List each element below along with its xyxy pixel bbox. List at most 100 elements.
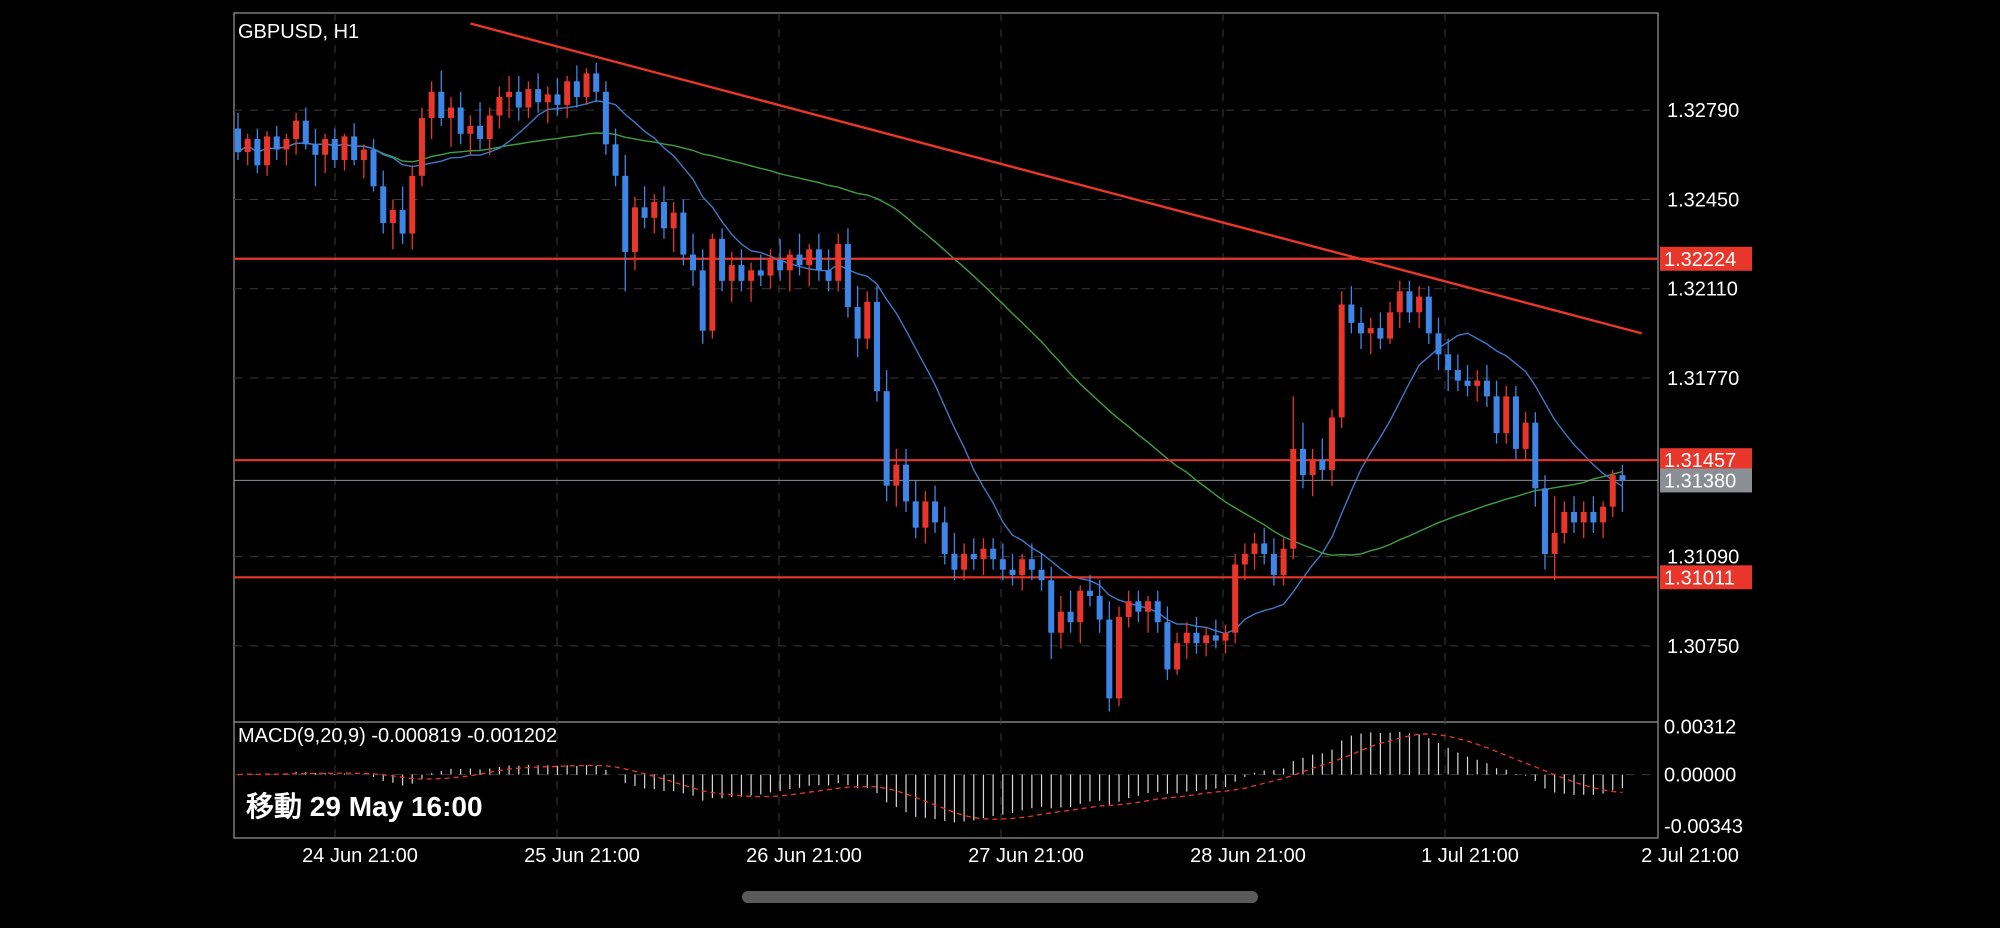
candle-body	[1309, 459, 1316, 476]
candle	[583, 68, 590, 105]
candle-body	[970, 553, 977, 560]
candle-body	[912, 501, 919, 528]
candle-body	[612, 144, 619, 176]
candle	[1183, 622, 1190, 659]
macd-tick-label: 0.00312	[1664, 716, 1736, 738]
candle	[1319, 438, 1326, 481]
candle	[399, 186, 406, 245]
x-tick-label: 27 Jun 21:00	[968, 845, 1084, 867]
candle	[1193, 616, 1200, 654]
symbol-label: GBPUSD, H1	[238, 21, 359, 43]
level-price-tag-text: 1.31457	[1664, 450, 1736, 472]
candle	[293, 112, 300, 155]
x-tick-label: 24 Jun 21:00	[302, 845, 418, 867]
candle-body	[1270, 553, 1277, 575]
crosshair-label: 移動 29 May 16:00	[246, 791, 483, 822]
horizontal-levels[interactable]	[234, 257, 1658, 579]
candle-body	[1396, 291, 1403, 313]
candle-body	[1328, 417, 1335, 470]
candle	[767, 249, 774, 289]
candle-body	[341, 136, 348, 161]
candle-body	[932, 501, 939, 523]
candle	[486, 107, 493, 155]
candle	[612, 128, 619, 187]
candle	[496, 86, 503, 129]
price-labels: 1.32224 1.31457 1.31011 1.31380	[1660, 246, 1752, 590]
candle-body	[525, 89, 532, 108]
candle-body	[1367, 328, 1374, 334]
candle-body	[1387, 312, 1394, 339]
candle-body	[786, 254, 793, 271]
candle	[1232, 553, 1239, 644]
candle-body	[1464, 380, 1471, 386]
candle-body	[1222, 632, 1229, 641]
candle-body	[486, 115, 493, 140]
candle-body	[322, 139, 329, 155]
candle	[467, 115, 474, 155]
candle-body	[496, 97, 503, 116]
candle	[447, 97, 454, 147]
candle-body	[360, 149, 367, 161]
chart-border	[233, 12, 1659, 839]
candle	[515, 76, 522, 121]
candle	[1048, 567, 1055, 659]
candle	[1571, 496, 1578, 533]
candle	[631, 196, 638, 271]
level-price-tag: 1.31011	[1660, 565, 1752, 590]
candle-body	[409, 175, 416, 234]
candle-body	[293, 120, 300, 140]
candle	[244, 133, 251, 166]
trendline-line[interactable]	[470, 22, 1643, 335]
candle-body	[1174, 643, 1181, 670]
candle	[1416, 286, 1423, 329]
candle	[1299, 422, 1306, 489]
candle-body	[1086, 590, 1093, 596]
candle	[1541, 475, 1548, 570]
price-tick-label: 1.31090	[1667, 547, 1739, 569]
candle	[1493, 380, 1500, 444]
candle	[922, 490, 929, 544]
macd-signal-line	[237, 733, 1623, 820]
candle	[360, 144, 367, 179]
candle-body	[602, 91, 609, 145]
candle	[1580, 501, 1587, 539]
candle-body	[593, 73, 600, 92]
candle-body	[709, 238, 716, 331]
candle-body	[351, 136, 358, 161]
trendline[interactable]	[470, 22, 1643, 335]
level-price-tag: 1.31457	[1660, 448, 1752, 473]
candle	[738, 249, 745, 292]
macd-label: MACD(9,20,9) -0.000819 -0.001202	[238, 725, 557, 747]
candle-body	[1609, 475, 1616, 507]
candle-body	[1416, 296, 1423, 313]
candle	[1503, 385, 1510, 444]
candle	[825, 249, 832, 292]
candle-body	[1512, 396, 1519, 449]
candles	[235, 62, 1626, 712]
candle	[970, 538, 977, 570]
candle	[748, 262, 755, 302]
candle	[951, 532, 958, 581]
candle-body	[506, 91, 513, 98]
candle	[409, 165, 416, 250]
candle	[1251, 532, 1258, 570]
candle-body	[1106, 619, 1113, 699]
macd-panel	[237, 731, 1624, 823]
candle-body	[622, 175, 629, 252]
candle-body	[370, 149, 377, 187]
candle-body	[283, 139, 290, 150]
chart-frame	[233, 12, 1659, 839]
grid-lines	[234, 13, 1658, 838]
candle-body	[583, 73, 590, 98]
candle	[254, 128, 261, 174]
candle	[893, 448, 900, 507]
candle	[873, 286, 880, 402]
candle	[1532, 412, 1539, 507]
candle	[370, 139, 377, 192]
candle	[1590, 496, 1597, 533]
candle	[457, 91, 464, 145]
home-indicator[interactable]	[742, 891, 1258, 903]
candle	[331, 128, 338, 168]
candle-body	[1212, 635, 1219, 641]
